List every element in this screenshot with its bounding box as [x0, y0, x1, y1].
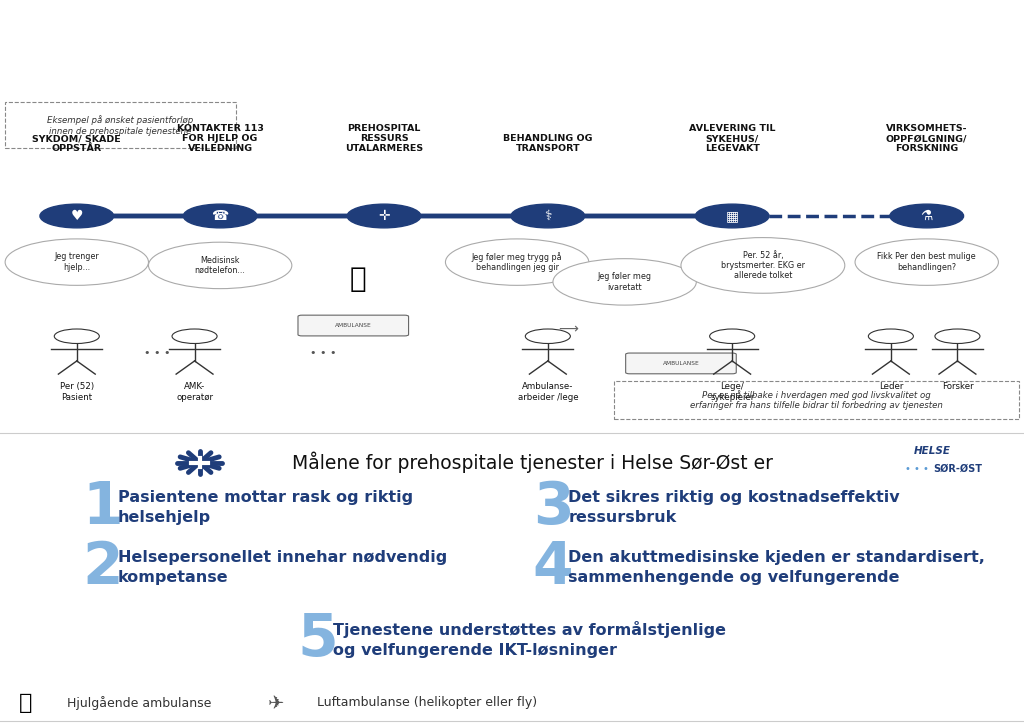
Circle shape: [868, 329, 913, 343]
Text: Helsepersonellet innehar nødvendig
kompetanse: Helsepersonellet innehar nødvendig kompe…: [118, 550, 447, 585]
Text: AMK-
operatør: AMK- operatør: [176, 382, 213, 402]
Text: •: •: [154, 348, 160, 358]
Circle shape: [890, 204, 964, 228]
Text: Hjulgående ambulanse: Hjulgående ambulanse: [67, 696, 211, 710]
Text: Det sikres riktig og kostnadseffektiv
ressursbruk: Det sikres riktig og kostnadseffektiv re…: [568, 490, 900, 525]
Text: ⚗: ⚗: [921, 209, 933, 223]
Text: Visjon: Det skal sikres effektive og trygge prehospitale tjenester med høy kvali: Visjon: Det skal sikres effektive og try…: [0, 28, 1024, 43]
Text: SØR-ØST: SØR-ØST: [933, 463, 982, 473]
Text: Målene for prehospitale tjenester i Helse Sør-Øst er: Målene for prehospitale tjenester i Hels…: [292, 452, 773, 473]
Text: Leder: Leder: [879, 382, 903, 392]
Text: AMBULANSE: AMBULANSE: [335, 323, 372, 328]
Text: 🚐: 🚐: [18, 693, 33, 713]
Text: Tjenestene understøttes av formålstjenlige
og velfungerende IKT-løsninger: Tjenestene understøttes av formålstjenli…: [333, 621, 726, 658]
FancyBboxPatch shape: [614, 381, 1019, 418]
Circle shape: [172, 329, 217, 343]
Text: •: •: [164, 348, 170, 358]
Text: Per (52)
Pasient: Per (52) Pasient: [59, 382, 94, 402]
Text: 🚁: 🚁: [350, 264, 367, 292]
Text: 1: 1: [82, 479, 123, 536]
Circle shape: [710, 329, 755, 343]
Text: ⚕: ⚕: [544, 209, 552, 223]
Text: Medisinsk
nødtelefon...: Medisinsk nødtelefon...: [195, 256, 246, 275]
Ellipse shape: [855, 239, 998, 285]
FancyBboxPatch shape: [298, 315, 409, 336]
Text: AVLEVERING TIL
SYKEHUS/
LEGEVAKT: AVLEVERING TIL SYKEHUS/ LEGEVAKT: [689, 124, 775, 153]
Text: BEHANDLING OG
TRANSPORT: BEHANDLING OG TRANSPORT: [503, 134, 593, 153]
Circle shape: [525, 329, 570, 343]
Text: ♥: ♥: [71, 209, 83, 223]
Ellipse shape: [553, 258, 696, 305]
Text: VIRKSOMHETS-
OPPFØLGNING/
FORSKNING: VIRKSOMHETS- OPPFØLGNING/ FORSKNING: [886, 124, 968, 153]
Text: ✛: ✛: [378, 209, 390, 223]
FancyBboxPatch shape: [5, 102, 236, 148]
Ellipse shape: [5, 239, 148, 285]
Text: ✈: ✈: [268, 694, 285, 712]
Circle shape: [54, 329, 99, 343]
Text: 2: 2: [82, 539, 123, 597]
Text: ☎: ☎: [212, 209, 228, 223]
Circle shape: [511, 204, 585, 228]
Text: Ambulanse-
arbeider /lege: Ambulanse- arbeider /lege: [517, 382, 579, 402]
Text: SYKDOM/ SKADE
OPPSTÅR: SYKDOM/ SKADE OPPSTÅR: [33, 134, 121, 153]
Text: •: •: [309, 348, 315, 358]
Ellipse shape: [681, 237, 845, 293]
Text: Jeg føler meg
ivaretatt: Jeg føler meg ivaretatt: [598, 272, 651, 292]
Text: 5: 5: [297, 611, 338, 668]
Text: •: •: [319, 348, 326, 358]
Text: ⟶: ⟶: [558, 323, 579, 337]
Circle shape: [935, 329, 980, 343]
Text: Jeg føler meg trygg på
behandlingen jeg gir: Jeg føler meg trygg på behandlingen jeg …: [472, 252, 562, 272]
Text: Jeg trenger
hjelp...: Jeg trenger hjelp...: [54, 253, 99, 272]
Text: Lege/
sykepleier: Lege/ sykepleier: [710, 382, 755, 402]
Text: 3: 3: [532, 479, 573, 536]
Text: •: •: [143, 348, 150, 358]
Text: Eksempel på ønsket pasientforløp
innen de prehospitale tjenestene: Eksempel på ønsket pasientforløp innen d…: [47, 115, 193, 135]
Text: •: •: [330, 348, 336, 358]
Text: Forsker: Forsker: [942, 382, 973, 392]
Text: HELSE: HELSE: [913, 445, 950, 455]
Ellipse shape: [445, 239, 589, 285]
Text: Den akuttmedisinske kjeden er standardisert,
sammenhengende og velfungerende: Den akuttmedisinske kjeden er standardis…: [568, 550, 985, 585]
Circle shape: [695, 204, 769, 228]
Text: Fikk Per den best mulige
behandlingen?: Fikk Per den best mulige behandlingen?: [878, 253, 976, 272]
Text: • • •: • • •: [904, 463, 929, 473]
Ellipse shape: [148, 243, 292, 289]
Text: ▦: ▦: [726, 209, 738, 223]
Text: AMBULANSE: AMBULANSE: [663, 361, 699, 366]
Circle shape: [40, 204, 114, 228]
Circle shape: [347, 204, 421, 228]
Text: Pasientene mottar rask og riktig
helsehjelp: Pasientene mottar rask og riktig helsehj…: [118, 490, 413, 525]
Text: KONTAKTER 113
FOR HJELP OG
VEILEDNING: KONTAKTER 113 FOR HJELP OG VEILEDNING: [177, 124, 263, 153]
FancyBboxPatch shape: [626, 353, 736, 374]
Text: Per. 52 år,
brystsmerter. EKG er
allerede tolket: Per. 52 år, brystsmerter. EKG er allered…: [721, 251, 805, 280]
Text: Per er nå tilbake i hverdagen med god livskvalitet og
erfaringer fra hans tilfel: Per er nå tilbake i hverdagen med god li…: [690, 390, 942, 410]
Circle shape: [183, 204, 257, 228]
Text: Luftambulanse (helikopter eller fly): Luftambulanse (helikopter eller fly): [317, 696, 538, 710]
Text: den funksjonsdeling som etableres innenfor det enkelte sykehusområdet og i regio: den funksjonsdeling som etableres innenf…: [88, 62, 936, 79]
Text: PREHOSPITAL
RESSURS
UTALARMERES: PREHOSPITAL RESSURS UTALARMERES: [345, 124, 423, 153]
Text: 4: 4: [532, 539, 573, 597]
